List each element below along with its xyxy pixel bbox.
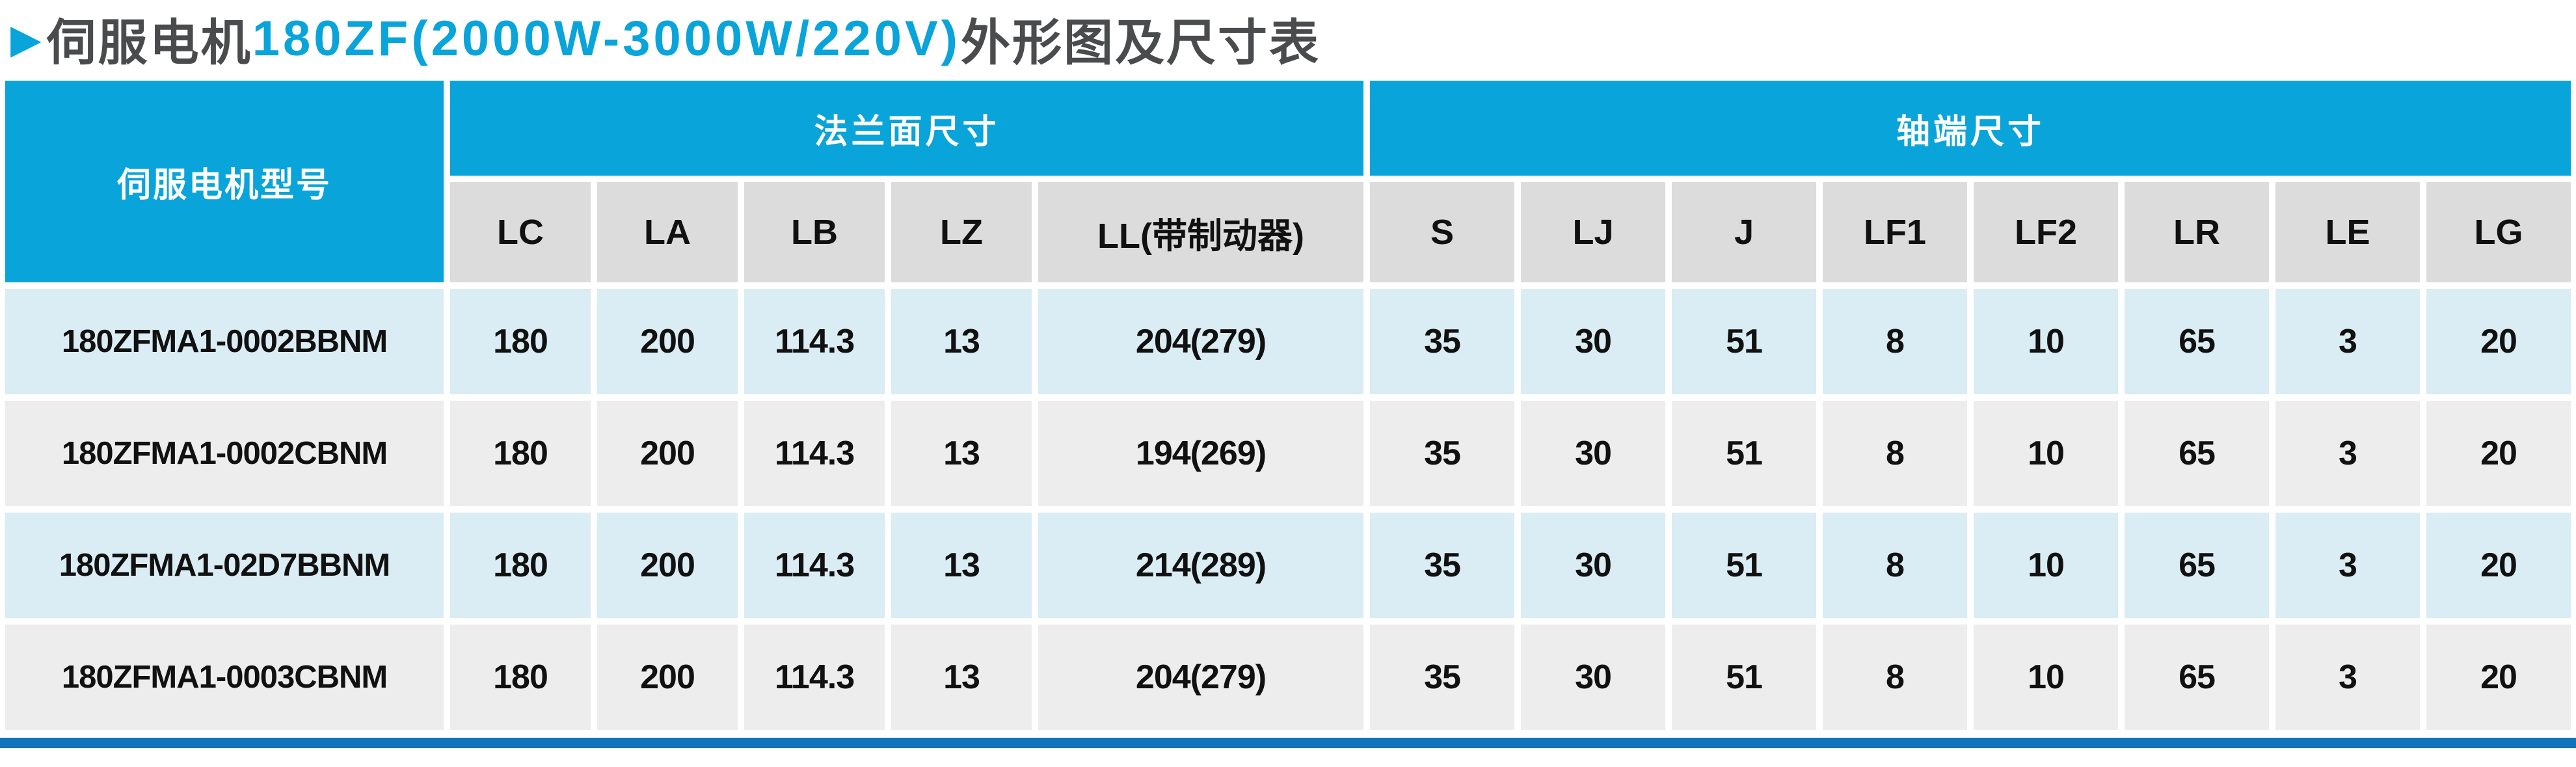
data-cell: 3 <box>2275 625 2420 730</box>
data-cell: 8 <box>1823 513 1967 618</box>
column-header-lg: LG <box>2426 182 2571 282</box>
data-cell: 8 <box>1823 289 1967 394</box>
data-cell: 180 <box>450 401 591 506</box>
data-cell: 3 <box>2275 289 2420 394</box>
data-cell: 35 <box>1370 401 1514 506</box>
data-cell: 3 <box>2275 513 2420 618</box>
data-cell: 180 <box>450 289 591 394</box>
data-cell: 65 <box>2125 625 2269 730</box>
data-cell: 180 <box>450 513 591 618</box>
column-header-model: 伺服电机型号 <box>5 81 444 282</box>
column-header-lf1: LF1 <box>1823 182 1967 282</box>
column-header-ll: LL(带制动器) <box>1038 182 1363 282</box>
data-cell: 114.3 <box>744 401 885 506</box>
data-cell: 8 <box>1823 625 1967 730</box>
data-cell: 204(279) <box>1038 625 1363 730</box>
data-cell: 30 <box>1521 401 1665 506</box>
data-cell: 10 <box>1974 625 2118 730</box>
bottom-accent-bar <box>0 738 2576 748</box>
data-cell: 20 <box>2426 401 2571 506</box>
model-cell: 180ZFMA1-0002BBNM <box>5 289 444 394</box>
data-cell: 65 <box>2125 289 2269 394</box>
column-header-j: J <box>1672 182 1816 282</box>
data-cell: 3 <box>2275 401 2420 506</box>
data-cell: 35 <box>1370 289 1514 394</box>
data-cell: 200 <box>597 625 738 730</box>
model-cell: 180ZFMA1-0002CBNM <box>5 401 444 506</box>
data-cell: 20 <box>2426 625 2571 730</box>
data-cell: 114.3 <box>744 625 885 730</box>
column-header-lj: LJ <box>1521 182 1665 282</box>
data-cell: 35 <box>1370 513 1514 618</box>
dimension-table: 伺服电机型号 法兰面尺寸 轴端尺寸 LC LA LB LZ LL(带制动器) S… <box>5 81 2571 730</box>
column-header-lr: LR <box>2125 182 2269 282</box>
data-cell: 13 <box>891 401 1032 506</box>
title-prefix: 伺服电机 <box>46 16 252 71</box>
data-cell: 65 <box>2125 401 2269 506</box>
data-cell: 114.3 <box>744 513 885 618</box>
column-header-la: LA <box>597 182 738 282</box>
column-header-s: S <box>1370 182 1514 282</box>
column-header-lc: LC <box>450 182 591 282</box>
data-cell: 10 <box>1974 289 2118 394</box>
column-header-le: LE <box>2275 182 2420 282</box>
data-cell: 10 <box>1974 401 2118 506</box>
data-cell: 10 <box>1974 513 2118 618</box>
title-suffix: 外形图及尺寸表 <box>960 16 1321 71</box>
data-cell: 20 <box>2426 513 2571 618</box>
group-header-flange: 法兰面尺寸 <box>450 81 1363 176</box>
data-cell: 30 <box>1521 513 1665 618</box>
data-cell: 200 <box>597 289 738 394</box>
data-cell: 35 <box>1370 625 1514 730</box>
data-cell: 51 <box>1672 513 1816 618</box>
data-cell: 8 <box>1823 401 1967 506</box>
data-cell: 30 <box>1521 289 1665 394</box>
column-header-lf2: LF2 <box>1974 182 2118 282</box>
page-title: ▶ 伺服电机 180ZF(2000W-3000W/220V) 外形图及尺寸表 <box>0 0 2576 77</box>
data-cell: 13 <box>891 625 1032 730</box>
data-cell: 194(269) <box>1038 401 1363 506</box>
column-header-lz: LZ <box>891 182 1032 282</box>
data-cell: 200 <box>597 401 738 506</box>
data-cell: 51 <box>1672 625 1816 730</box>
data-cell: 180 <box>450 625 591 730</box>
model-cell: 180ZFMA1-0003CBNM <box>5 625 444 730</box>
data-cell: 200 <box>597 513 738 618</box>
column-header-lb: LB <box>744 182 885 282</box>
data-cell: 65 <box>2125 513 2269 618</box>
data-cell: 20 <box>2426 289 2571 394</box>
data-cell: 30 <box>1521 625 1665 730</box>
data-cell: 214(289) <box>1038 513 1363 618</box>
title-model-range: 180ZF(2000W-3000W/220V) <box>252 10 961 66</box>
model-cell: 180ZFMA1-02D7BBNM <box>5 513 444 618</box>
data-cell: 51 <box>1672 289 1816 394</box>
data-cell: 13 <box>891 289 1032 394</box>
data-cell: 204(279) <box>1038 289 1363 394</box>
data-cell: 13 <box>891 513 1032 618</box>
data-cell: 114.3 <box>744 289 885 394</box>
title-triangle-icon: ▶ <box>10 17 42 62</box>
data-cell: 51 <box>1672 401 1816 506</box>
group-header-shaft: 轴端尺寸 <box>1370 81 2571 176</box>
